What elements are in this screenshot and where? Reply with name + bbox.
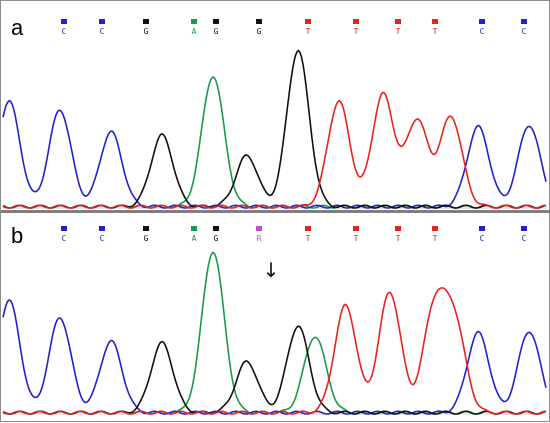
base-call-letter: C (100, 27, 105, 36)
base-call-letter: G (214, 234, 219, 243)
base-call-letter: T (306, 27, 311, 36)
base-call-marker (191, 226, 197, 231)
base-call-marker (305, 19, 311, 24)
base-call-letter: C (480, 234, 485, 243)
base-call-marker (521, 19, 527, 24)
base-call-marker (395, 19, 401, 24)
base-call-marker (479, 19, 485, 24)
base-call-marker (99, 19, 105, 24)
base-call-letter: G (144, 234, 149, 243)
base-call-letter: C (480, 27, 485, 36)
base-call-letter: T (396, 234, 401, 243)
trace-T (2, 287, 547, 415)
base-call-letter: T (433, 27, 438, 36)
mutation-arrow-icon: ↓ (263, 258, 280, 282)
base-call-letter: C (522, 27, 527, 36)
base-call-letter: A (192, 27, 197, 36)
base-call-marker (256, 226, 262, 231)
base-call-marker (432, 226, 438, 231)
base-call-marker (479, 226, 485, 231)
base-call-marker (61, 226, 67, 231)
base-call-marker (521, 226, 527, 231)
base-call-letter: G (257, 27, 262, 36)
panel-a-label: a (11, 15, 24, 40)
base-call-letter: T (354, 27, 359, 36)
base-call-letter: R (257, 234, 262, 243)
base-call-letter: T (433, 234, 438, 243)
base-call-marker (61, 19, 67, 24)
base-call-letter: T (396, 27, 401, 36)
trace-C (2, 299, 547, 415)
base-call-letter: C (62, 27, 67, 36)
base-call-letter: T (306, 234, 311, 243)
base-call-marker (395, 226, 401, 231)
base-call-letter: G (144, 27, 149, 36)
base-call-marker (213, 226, 219, 231)
base-call-marker (143, 19, 149, 24)
trace-G (2, 325, 547, 415)
base-call-letter: G (214, 27, 219, 36)
trace-T (2, 91, 547, 209)
base-call-letter: A (192, 234, 197, 243)
base-call-marker (191, 19, 197, 24)
base-call-letter: C (522, 234, 527, 243)
panel-b: C C G A G R T T T T C C ↓ (2, 226, 547, 415)
base-call-marker (256, 19, 262, 24)
base-call-marker (213, 19, 219, 24)
panel-b-label: b (11, 223, 24, 248)
base-call-marker (353, 226, 359, 231)
base-call-letter: C (100, 234, 105, 243)
base-call-marker (432, 19, 438, 24)
base-call-marker (305, 226, 311, 231)
base-call-letter: C (62, 234, 67, 243)
base-call-marker (143, 226, 149, 231)
trace-C (2, 99, 547, 209)
base-call-marker (99, 226, 105, 231)
panel-divider (1, 210, 549, 213)
base-call-marker (353, 19, 359, 24)
base-call-letter: T (354, 234, 359, 243)
trace-G (2, 49, 547, 209)
